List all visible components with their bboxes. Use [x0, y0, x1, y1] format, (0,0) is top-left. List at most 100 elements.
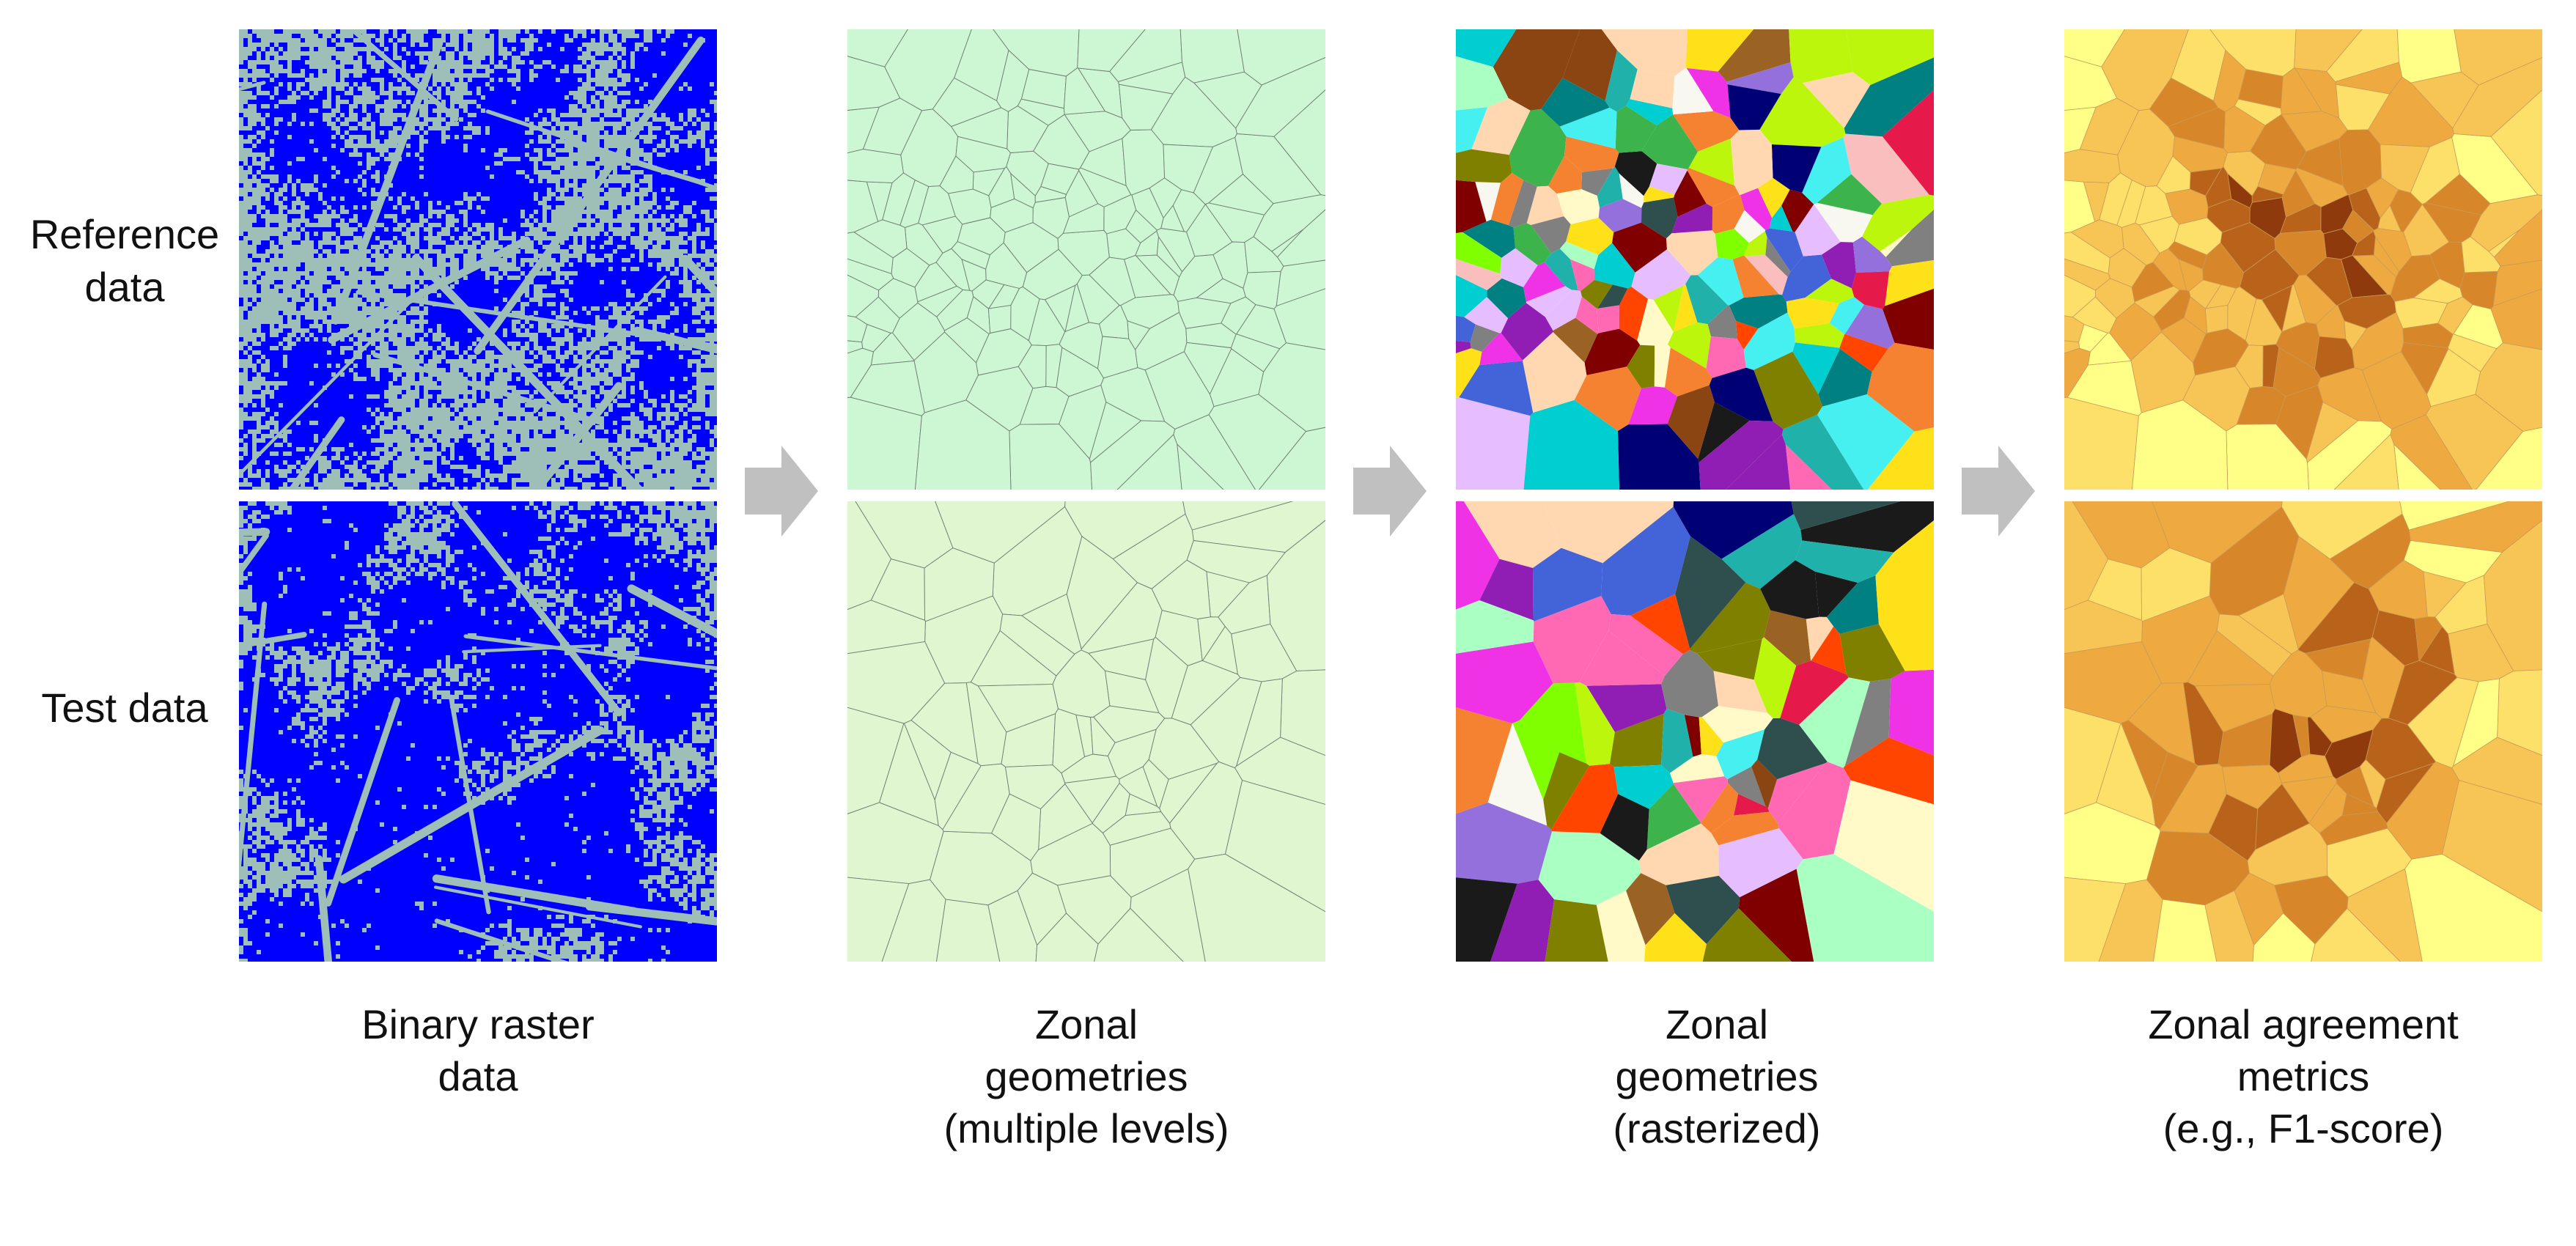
binary-raster-test-image — [239, 501, 717, 962]
zone-cell — [1520, 682, 1587, 764]
zone-cell — [1244, 236, 1284, 273]
zone-cell — [1526, 185, 1564, 225]
zone-cell — [1641, 197, 1678, 239]
zone-cell — [1456, 275, 1487, 317]
zone-cell — [1661, 650, 1718, 718]
zone-cell — [1844, 57, 1934, 137]
zone-cell — [1759, 77, 1846, 147]
zone-cell — [1729, 294, 1788, 329]
binary-raster-reference-image — [239, 29, 717, 490]
zone-cell — [2394, 297, 2448, 329]
zone-cell — [1456, 107, 1488, 153]
zone-cell — [1490, 880, 1555, 962]
zone-cell — [1456, 232, 1502, 274]
zone-cell — [1093, 705, 1166, 743]
zone-cell — [1116, 434, 1182, 490]
zone-cell — [1615, 106, 1657, 153]
zone-cell — [1487, 723, 1548, 826]
zonal-geometries-test-panel — [847, 501, 1325, 962]
zone-cell — [1456, 877, 1517, 962]
zone-cell — [1533, 596, 1611, 684]
zone-cell — [847, 274, 879, 318]
zone-cell — [1186, 540, 1287, 583]
zone-cell — [1177, 297, 1232, 329]
zone-cell — [2403, 204, 2450, 257]
zone-cell — [934, 751, 982, 830]
zone-cell — [1010, 286, 1040, 342]
agreement-metrics-reference-map — [2064, 29, 2542, 490]
arrow-2 — [1353, 446, 1427, 537]
zone-cell — [1456, 641, 1553, 723]
zone-cell — [1735, 320, 1759, 350]
zone-cell — [2283, 536, 2355, 650]
zone-cell — [2475, 342, 2542, 432]
zone-cell — [1814, 202, 1873, 243]
zone-cell — [1456, 56, 1509, 111]
zone-cell — [1814, 571, 1858, 617]
zone-cell — [1118, 84, 1174, 130]
zone-cell — [1559, 107, 1617, 149]
zone-cell — [2227, 286, 2257, 342]
zone-cell — [1800, 501, 1934, 553]
zone-cell — [1597, 305, 1619, 333]
zone-cell — [1456, 397, 1531, 490]
zone-cell — [1612, 222, 1667, 273]
zone-cell — [1479, 559, 1534, 621]
zone-cell — [2067, 360, 2142, 416]
zone-cell — [1738, 869, 1814, 962]
rasterized-zones-test-map — [1456, 501, 1934, 962]
zone-cell — [1843, 133, 1929, 204]
zone-cell — [1456, 29, 1517, 67]
zone-cell — [847, 877, 910, 962]
zone-cell — [1597, 166, 1623, 208]
zone-cell — [1718, 828, 1803, 898]
zone-cell — [1564, 136, 1619, 172]
caption-agreement-metrics: Zonal agreement metrics (e.g., F1-score) — [2148, 1001, 2459, 1151]
zone-cell — [1463, 501, 1561, 568]
zone-cell — [2311, 907, 2401, 962]
zone-cell — [1553, 317, 1598, 363]
zone-cell — [987, 304, 1012, 334]
zone-cell — [1523, 332, 1587, 413]
zone-cell — [1628, 386, 1678, 425]
zone-cell — [1668, 322, 1711, 369]
zone-cell — [2461, 236, 2501, 273]
zone-cell — [1644, 913, 1707, 962]
zone-cell — [1523, 399, 1619, 490]
zone-cell — [1885, 209, 1934, 267]
zone-cell — [1562, 29, 1617, 101]
zone-cell — [1684, 715, 1701, 757]
zone-cell — [1608, 613, 1683, 677]
zone-cell — [1614, 151, 1657, 196]
zone-cell — [2377, 204, 2402, 232]
zone-cell — [1487, 278, 1526, 319]
zone-cell — [1596, 891, 1646, 962]
zone-cell — [847, 232, 894, 275]
zone-cell — [1743, 231, 1767, 257]
zone-cell — [1627, 344, 1655, 388]
raster-foreground — [239, 29, 717, 490]
zone-cell — [850, 360, 925, 416]
zone-cell — [1769, 205, 1793, 232]
zone-cell — [1713, 671, 1767, 713]
zone-cell — [2234, 872, 2284, 946]
row-label-test: Test data — [41, 685, 208, 731]
zone-cell — [1709, 367, 1773, 421]
zone-cell — [1688, 139, 1735, 186]
zone-cell — [1637, 298, 1674, 346]
zone-cell — [1456, 259, 1502, 290]
zone-cell — [2204, 304, 2229, 333]
zone-cell — [1839, 624, 1905, 682]
zone-cell — [1802, 137, 1852, 204]
zone-cell — [1757, 718, 1828, 780]
zone-cell — [2064, 232, 2111, 274]
zone-cell — [1456, 149, 1512, 183]
zone-cell — [1685, 29, 1754, 72]
zone-cell — [1653, 285, 1684, 332]
zone-cell — [1698, 402, 1750, 462]
zone-cell — [1064, 775, 1120, 824]
zone-cell — [2280, 67, 2322, 115]
zone-cell — [1786, 298, 1839, 329]
zone-cell — [1626, 99, 1674, 126]
zone-cell — [1751, 759, 1778, 808]
